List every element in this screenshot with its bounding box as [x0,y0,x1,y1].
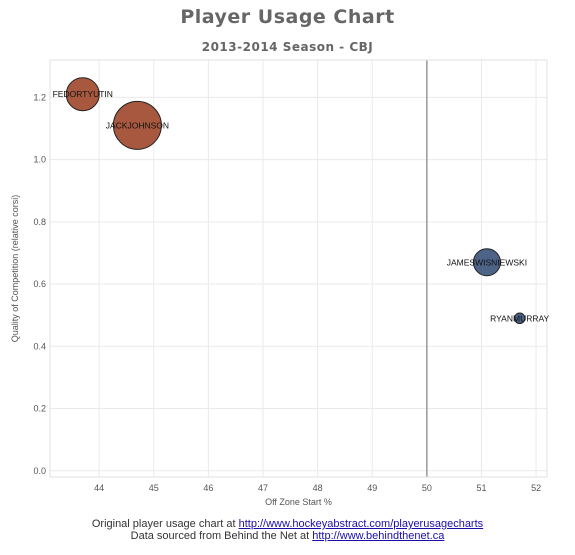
data-points: FEDORTYUTIN JACKJOHNSON JAMESWISNIEWSKI RYA… [53,77,550,325]
player-bubble [65,77,100,112]
player-bubble [513,312,526,325]
x-tick-label: 51 [476,483,486,493]
player-usage-scatter-chart: 44 45 46 47 48 49 50 51 52 0.0 0.2 0.4 0.6 0.8 1.0 1.2… [10,59,550,507]
x-tick-label: 46 [203,483,213,493]
player-label: JAMESWISNIEWSKI [447,257,527,267]
player-bubble [472,248,501,277]
x-tick-label: 45 [149,483,159,493]
y-axis-ticks: 0.0 0.2 0.4 0.6 0.8 1.0 1.2 [33,92,46,475]
x-tick-label: 47 [258,483,268,493]
x-tick-label: 44 [94,483,104,493]
chart-subtitle: 2013-2014 Season - CBJ [201,40,374,54]
plot-area-frame [49,59,548,478]
x-tick-label: 48 [313,483,323,493]
player-bubble [112,100,162,150]
y-tick-label: 1.2 [33,92,46,102]
behindthenet-link[interactable]: http://www.behindthenet.ca [312,530,445,542]
footer-line-1-text: Original player usage chart at [91,518,239,530]
x-tick-label: 52 [531,483,541,493]
y-tick-label: 0.6 [33,279,46,289]
chart-title: Player Usage Chart [180,6,395,28]
player-label: RYANMURRAY [490,313,549,323]
y-tick-label: 1.0 [33,155,46,165]
x-axis-label: Off Zone Start % [265,497,332,507]
footer-line-2-text: Data sourced from Behind the Net at [130,530,313,542]
x-tick-label: 50 [422,483,432,493]
chart-footer: Original player usage chart at http://ww… [0,518,575,542]
player-label: FEDORTYUTIN [53,89,113,99]
player-label: JACKJOHNSON [106,120,169,130]
y-tick-label: 0.0 [33,466,46,476]
footer-line-2: Data sourced from Behind the Net at http… [0,530,575,542]
y-axis-label: Quality of Competition (relative corsi) [10,195,20,343]
y-tick-label: 0.4 [33,341,46,351]
hockeyabstract-link[interactable]: http://www.hockeyabstract.com/playerusag… [238,518,484,530]
x-axis-ticks: 44 45 46 47 48 49 50 51 52 [94,483,541,493]
y-tick-label: 0.2 [33,404,46,414]
y-tick-label: 0.8 [33,217,46,227]
footer-line-1: Original player usage chart at http://ww… [0,518,575,530]
x-tick-label: 49 [367,483,377,493]
